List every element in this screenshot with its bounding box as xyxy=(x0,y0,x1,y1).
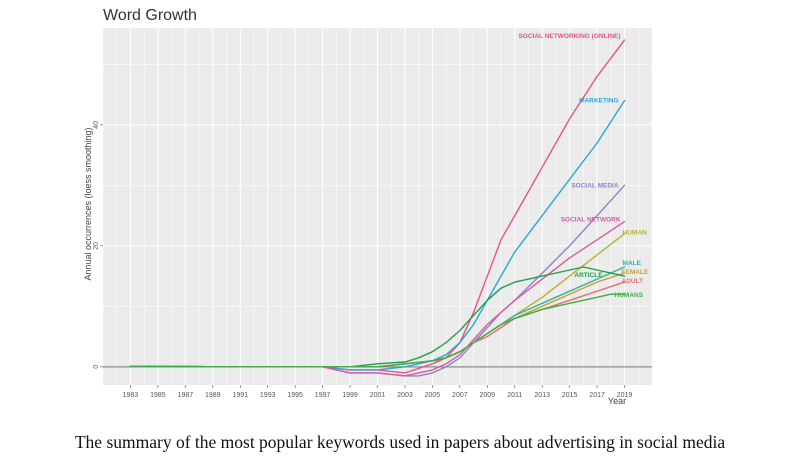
x-tick-label: 1993 xyxy=(260,392,276,399)
chart-title: Word Growth xyxy=(103,7,197,24)
y-tick-label: 20 xyxy=(93,242,100,250)
grid-lines xyxy=(102,28,653,385)
y-tick-label: 0 xyxy=(93,365,100,369)
series-end-label: HUMANS xyxy=(615,292,644,299)
x-tick-label: 1991 xyxy=(232,392,248,399)
y-tick-label: 40 xyxy=(93,121,100,129)
y-axis-label: Annual occurrences (loess smoothing) xyxy=(83,127,93,280)
series-end-label: SOCIAL NETWORK xyxy=(561,217,621,224)
x-axis-label: Year xyxy=(608,396,626,406)
figure-caption: The summary of the most popular keywords… xyxy=(74,432,726,452)
series-end-label: MALE xyxy=(623,260,642,267)
x-tick-label: 2013 xyxy=(534,392,550,399)
x-tick-label: 2015 xyxy=(562,392,578,399)
series-line xyxy=(129,293,626,368)
x-tick-label: 2011 xyxy=(507,392,522,399)
x-tick-label: 1995 xyxy=(287,392,303,399)
series-end-label: FEMALE xyxy=(622,269,649,276)
series-end-label: ADULT xyxy=(622,278,644,285)
x-tick-label: 1985 xyxy=(150,392,166,399)
series-line xyxy=(129,220,626,377)
series-end-label: ARTICLE xyxy=(574,272,603,279)
series-end-label: SOCIAL NETWORKING (ONLINE) xyxy=(518,33,620,40)
x-tick-label: 2019 xyxy=(617,392,633,399)
x-tick-label: 1989 xyxy=(205,392,221,399)
x-tick-label: 1987 xyxy=(178,392,194,399)
x-tick-label: 2007 xyxy=(452,392,468,399)
x-tick-label: 2005 xyxy=(425,392,441,399)
x-tick-label: 1983 xyxy=(123,392,139,399)
x-tick-label: 2001 xyxy=(370,392,386,399)
x-tick-label: 2017 xyxy=(589,392,605,399)
x-tick-label: 1997 xyxy=(315,392,331,399)
series-labels: SOCIAL NETWORKING (ONLINE) MARKETING SOCIA… xyxy=(518,33,648,299)
series-end-label: MARKETING xyxy=(579,98,618,105)
series-end-label: SOCIAL MEDIA xyxy=(571,182,618,189)
x-axis-ticks: 1983 1985 1987 1989 1991 1993 1995 1997 1999 2001… xyxy=(123,385,633,399)
series-end-label: HUMAN xyxy=(623,230,647,237)
x-tick-label: 1999 xyxy=(342,392,358,399)
x-tick-label: 2003 xyxy=(397,392,413,399)
y-axis-ticks: 0 20 40 xyxy=(93,121,103,369)
x-tick-label: 2009 xyxy=(480,392,496,399)
word-growth-chart: Word Growth SOCIAL NETWORKING (ONLINE) MA… xyxy=(83,7,653,406)
series-lines xyxy=(129,39,626,377)
series-line xyxy=(129,99,626,371)
